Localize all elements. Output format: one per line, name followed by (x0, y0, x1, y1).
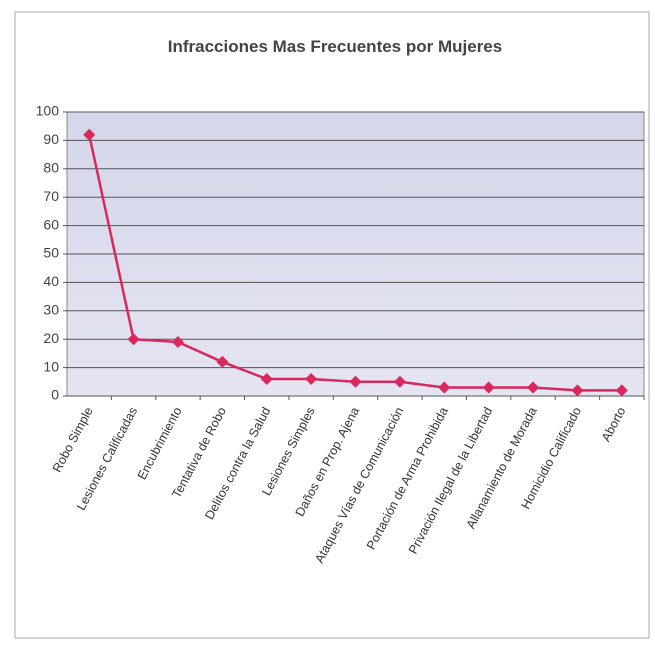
marker (482, 381, 495, 394)
marker (615, 384, 628, 397)
marker (438, 381, 451, 394)
marker (571, 384, 584, 397)
marker (127, 333, 140, 346)
marker (527, 381, 540, 394)
y-tick-label: 70 (43, 188, 59, 204)
y-tick-label: 40 (43, 273, 59, 289)
y-tick-label: 60 (43, 216, 59, 232)
y-tick-label: 0 (51, 387, 59, 403)
marker (349, 375, 362, 388)
y-tick-label: 90 (43, 131, 59, 147)
y-tick-label: 20 (43, 330, 59, 346)
marker (216, 355, 229, 368)
y-tick-label: 50 (43, 245, 59, 261)
chart-title: Infracciones Mas Frecuentes por Mujeres (168, 37, 502, 56)
marker (393, 375, 406, 388)
y-tick-label: 80 (43, 160, 59, 176)
marker (83, 128, 96, 141)
marker (260, 372, 273, 385)
marker (171, 336, 184, 349)
y-tick-label: 100 (36, 103, 60, 119)
marker (305, 372, 318, 385)
y-tick-label: 10 (43, 358, 59, 374)
y-tick-label: 30 (43, 302, 59, 318)
